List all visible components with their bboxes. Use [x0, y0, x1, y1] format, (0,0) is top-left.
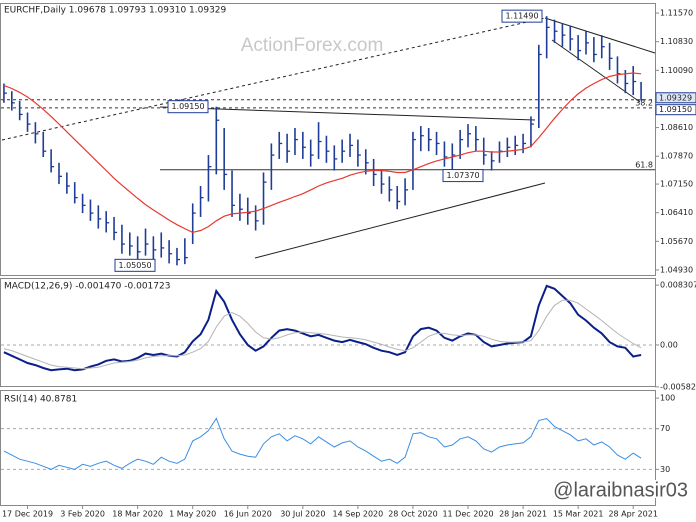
- x-tick-label: 28 Jan 2021: [499, 510, 547, 519]
- price-tag-box: [655, 92, 696, 104]
- y-tick-label: 1.05670: [660, 237, 693, 246]
- x-tick-label: 28 Apr 2021: [608, 510, 657, 519]
- macd-title: MACD(12,26,9) -0.001470 -0.001723: [4, 282, 170, 292]
- y-tick-label: 1.08610: [660, 123, 693, 132]
- rsi-panel: [0, 390, 656, 506]
- x-tick-label: 15 Mar 2021: [553, 510, 604, 519]
- chart-title: EURCHF,Daily 1.09678 1.09793 1.09310 1.0…: [4, 6, 227, 16]
- x-tick-label: 14 Sep 2020: [333, 510, 384, 519]
- channel-line: [544, 17, 656, 54]
- y-tick-label: 70: [660, 424, 670, 433]
- fib-label: 61.8: [635, 160, 653, 169]
- indicator-line: [3, 299, 642, 370]
- price-tag: 1.09150: [659, 105, 692, 114]
- x-tick-label: 16 Jun 2020: [224, 510, 272, 519]
- y-tick-label: 1.06410: [660, 208, 693, 217]
- x-tick-label: 17 Dec 2019: [2, 510, 53, 519]
- y-tick-label: 1.07870: [660, 152, 693, 161]
- x-tick-label: 28 Oct 2020: [388, 510, 437, 519]
- triangle-line: [159, 106, 536, 121]
- y-tick-label: 1.10090: [660, 66, 693, 75]
- price-tag: 1.09329: [659, 93, 692, 102]
- price-annotation: 1.11490: [505, 12, 538, 21]
- price-annotation: 1.09150: [171, 102, 204, 111]
- y-tick-label: 100: [660, 394, 675, 403]
- x-tick-label: 18 Mar 2020: [112, 510, 163, 519]
- trend-line: [1, 17, 546, 141]
- price-tag-box: [655, 104, 696, 116]
- price-annotation-box: [442, 169, 484, 183]
- price-annotation-box: [114, 258, 156, 272]
- x-tick-label: 1 May 2020: [169, 510, 216, 519]
- fib-label: 38.2: [635, 98, 653, 107]
- indicator-line: [3, 284, 642, 372]
- y-tick-label: 1.11570: [660, 9, 693, 18]
- price-annotation-box: [167, 100, 209, 114]
- triangle-line: [254, 182, 546, 259]
- price-panel: [0, 3, 656, 276]
- macd-panel: [0, 278, 656, 387]
- rsi-title: RSI(14) 40.8781: [4, 395, 77, 405]
- y-tick-label: 1.04930: [660, 265, 693, 274]
- watermark: ActionForex.com: [241, 35, 384, 56]
- channel-line: [551, 39, 641, 103]
- x-tick-label: 11 Dec 2020: [442, 510, 493, 519]
- y-tick-label: 0.008307: [660, 281, 696, 290]
- indicator-line: [3, 417, 642, 470]
- y-tick-label: 1.07150: [660, 180, 693, 189]
- price-annotation-box: [501, 9, 543, 23]
- credit: @laraibnasir03: [553, 479, 688, 501]
- price-annotation: 1.07370: [446, 171, 479, 180]
- y-tick-label: -0.00582: [660, 382, 696, 391]
- x-tick-label: 3 Feb 2020: [60, 510, 105, 519]
- y-tick-label: 0.00: [660, 340, 678, 349]
- price-annotation: 1.05050: [118, 261, 151, 270]
- moving-average: [3, 72, 642, 234]
- x-tick-label: 30 Jul 2020: [280, 510, 325, 519]
- y-tick-label: 30: [660, 465, 670, 474]
- y-tick-label: 1.10830: [660, 37, 693, 46]
